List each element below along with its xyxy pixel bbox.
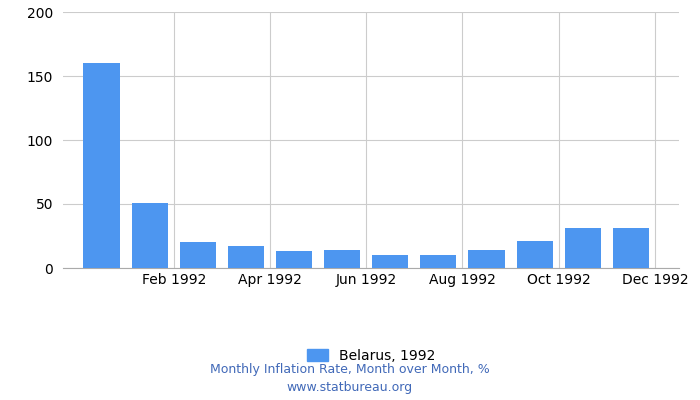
Bar (565, 228, 601, 268)
Bar (83, 63, 120, 268)
Bar (132, 203, 168, 268)
Bar (420, 255, 456, 268)
Bar (324, 250, 360, 268)
Bar (228, 246, 264, 268)
Text: Monthly Inflation Rate, Month over Month, %: Monthly Inflation Rate, Month over Month… (210, 364, 490, 376)
Bar (372, 255, 408, 268)
Bar (180, 242, 216, 268)
Bar (612, 228, 649, 268)
Bar (517, 241, 553, 268)
Text: www.statbureau.org: www.statbureau.org (287, 382, 413, 394)
Bar (276, 251, 312, 268)
Bar (468, 250, 505, 268)
Legend: Belarus, 1992: Belarus, 1992 (301, 344, 441, 368)
